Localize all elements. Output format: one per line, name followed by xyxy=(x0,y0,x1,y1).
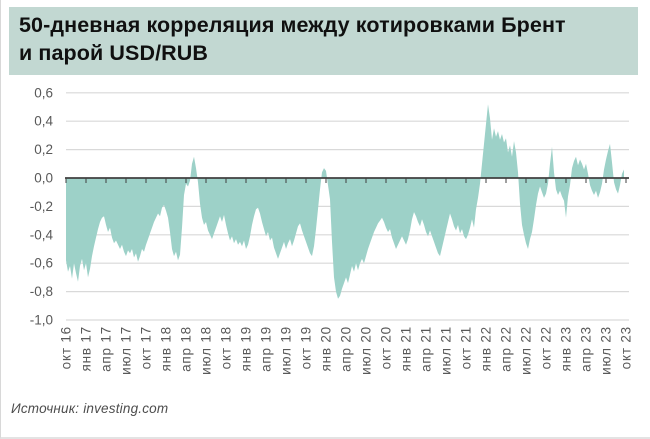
x-axis-label: июл 21 xyxy=(439,326,454,375)
x-axis-label: янв 23 xyxy=(559,326,574,372)
x-axis-label: апр 19 xyxy=(259,326,274,372)
chart-container: 0,6 0,4 0,2 0,0 -0,2 -0,4 -0,6 -0,8 -1,0 окт 16 ян… xyxy=(1,79,650,439)
correlation-area-series xyxy=(66,104,624,299)
y-axis-label: 0,2 xyxy=(34,142,53,157)
correlation-chart: 0,6 0,4 0,2 0,0 -0,2 -0,4 -0,6 -0,8 -1,0 окт 16 ян… xyxy=(30,85,634,375)
x-axis-label: окт 21 xyxy=(459,326,474,369)
page-title-line-1: 50-дневная корреляция между котировками … xyxy=(19,13,566,37)
x-axis-label: янв 20 xyxy=(319,326,334,372)
x-axis-label: июл 18 xyxy=(199,326,214,375)
x-axis-label: янв 19 xyxy=(239,326,254,372)
y-axis-label: -1,0 xyxy=(30,313,53,328)
y-axis-label: -0,8 xyxy=(30,284,53,299)
x-axis-label: июл 22 xyxy=(519,326,534,375)
x-axis-label: окт 18 xyxy=(219,326,234,369)
x-axis-label: июл 23 xyxy=(599,326,614,375)
x-axis-label: янв 17 xyxy=(79,326,94,372)
x-axis-label: окт 20 xyxy=(379,326,394,369)
y-axis-label: -0,4 xyxy=(30,227,54,242)
x-axis-label: июл 17 xyxy=(119,326,134,375)
x-axis-label: окт 19 xyxy=(299,326,314,369)
x-axis-label: янв 21 xyxy=(399,326,414,372)
x-axis-label: окт 22 xyxy=(539,326,554,369)
x-axis-label: янв 18 xyxy=(159,326,174,372)
y-axis-label: 0,6 xyxy=(34,85,53,100)
x-axis-label: апр 17 xyxy=(99,326,114,372)
y-axis-label: 0,4 xyxy=(34,114,53,129)
x-axis-label: окт 16 xyxy=(59,326,74,369)
source-text: Источник: investing.com xyxy=(11,401,169,416)
x-axis-label: июл 19 xyxy=(279,326,294,375)
page-title-line-2: и парой USD/RUB xyxy=(19,40,209,65)
x-axis-label: окт 23 xyxy=(619,326,634,369)
x-axis-label: апр 21 xyxy=(419,326,434,372)
x-axis-label: янв 22 xyxy=(479,326,494,372)
title-banner: 50-дневная корреляция между котировками … xyxy=(9,7,638,75)
x-axis-label: окт 17 xyxy=(139,326,154,369)
x-axis-label: апр 23 xyxy=(579,326,594,372)
x-axis-label: апр 20 xyxy=(339,326,354,372)
x-axis-label: апр 18 xyxy=(179,326,194,372)
y-axis-label: -0,2 xyxy=(30,199,53,214)
y-axis-label: 0,0 xyxy=(34,171,53,186)
y-axis-label: -0,6 xyxy=(30,256,53,271)
x-axis-label: июл 20 xyxy=(359,326,374,375)
x-axis-label: апр 22 xyxy=(499,326,514,372)
